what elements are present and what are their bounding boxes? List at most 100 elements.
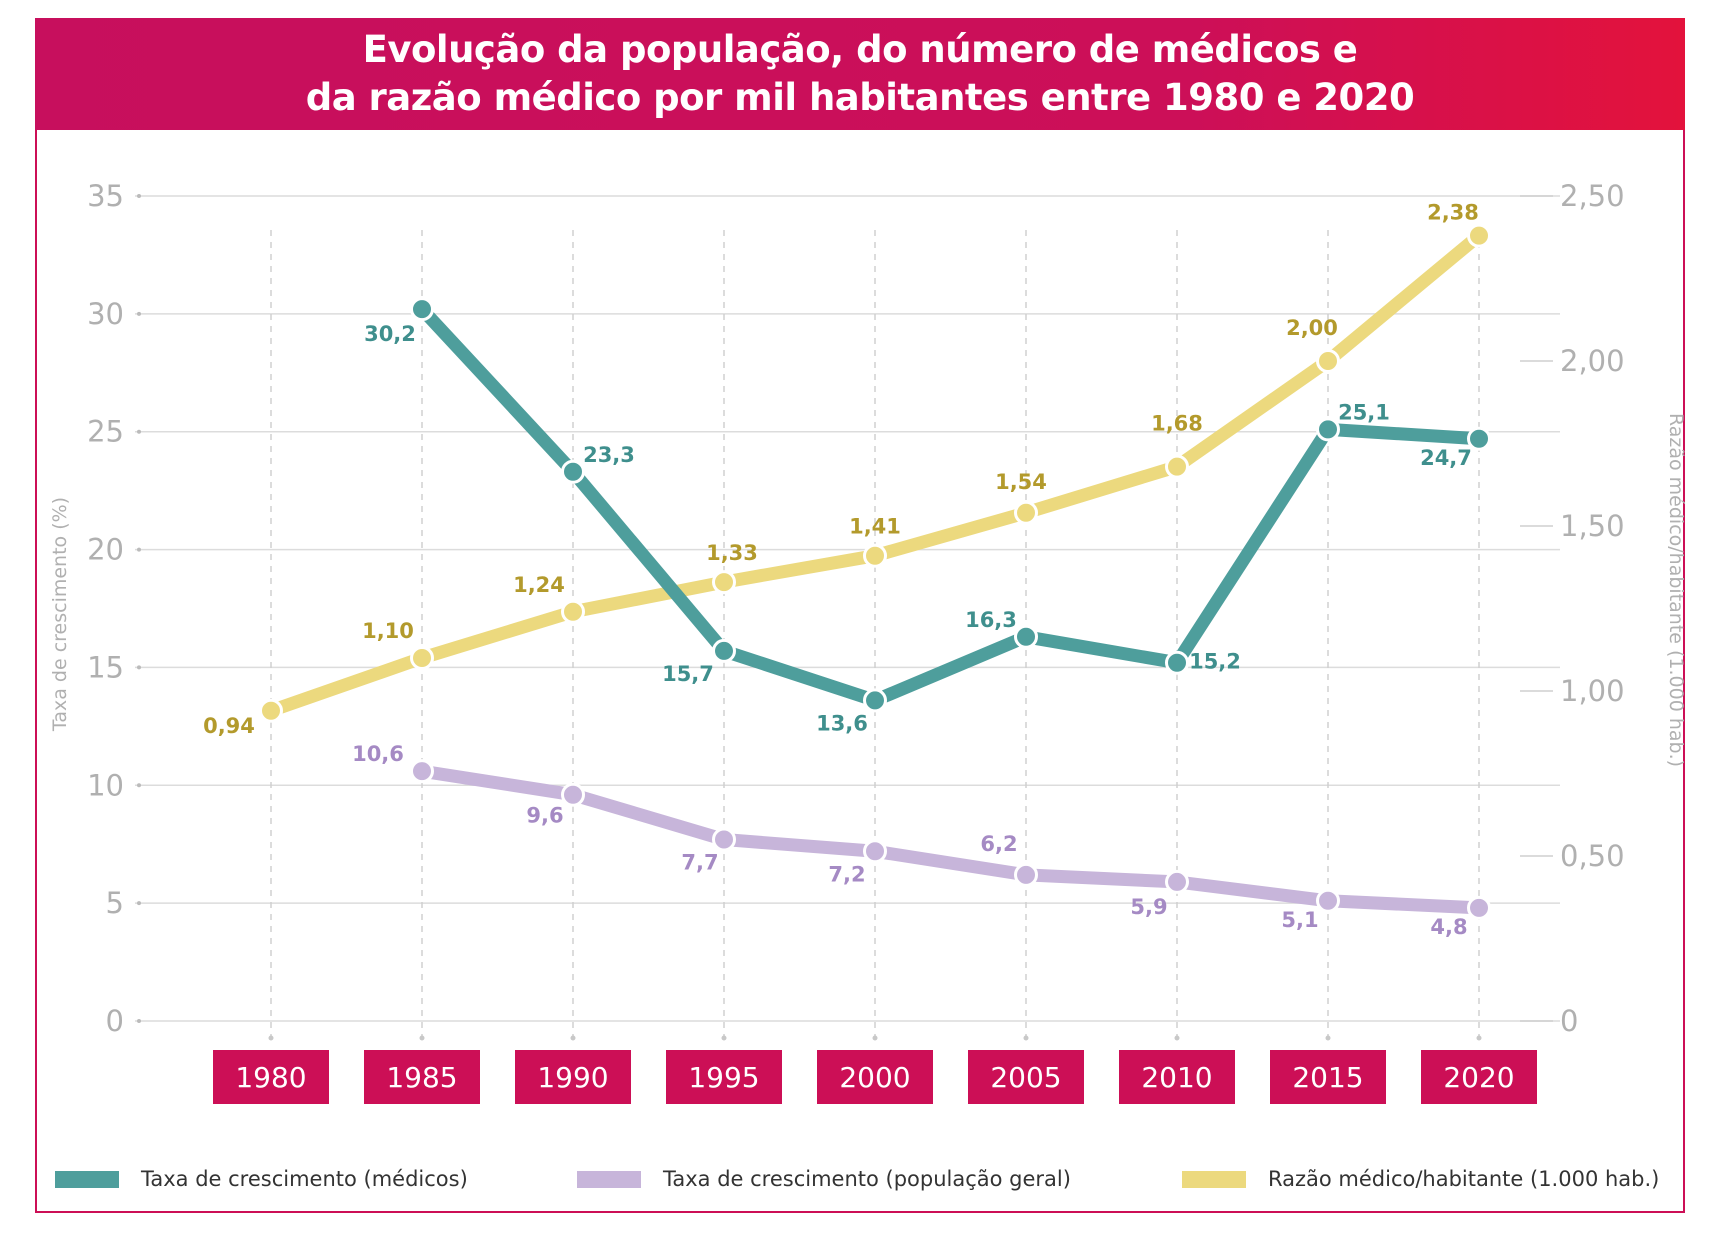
data-point-ratio — [259, 698, 283, 723]
data-label-doctors: 16,3 — [965, 608, 1017, 632]
category-tick-dot — [1325, 1035, 1331, 1041]
category-tick-dot — [1174, 1035, 1180, 1041]
legend-label-population: Taxa de crescimento (população geral) — [663, 1167, 1071, 1191]
data-point-population — [1014, 862, 1038, 887]
data-point-doctors — [410, 297, 434, 322]
legend-swatch-doctors — [55, 1170, 119, 1188]
legend-swatch-ratio — [1182, 1170, 1246, 1188]
category-label-box — [817, 1050, 933, 1104]
left-tick-mark — [137, 311, 141, 316]
left-tick-label: 10 — [87, 768, 124, 802]
category-label-box — [968, 1050, 1084, 1104]
data-label-population: 7,2 — [828, 862, 865, 886]
category-label: 1990 — [537, 1061, 608, 1094]
data-label-doctors: 13,6 — [816, 711, 868, 735]
category-label: 1985 — [386, 1061, 457, 1094]
data-point-ratio — [1165, 454, 1189, 479]
category-label-box — [1270, 1050, 1386, 1104]
data-point-doctors — [1467, 426, 1491, 451]
left-tick-mark — [137, 547, 141, 552]
left-tick-label: 30 — [87, 297, 124, 331]
category-label: 2020 — [1443, 1061, 1514, 1094]
data-point-ratio — [1014, 500, 1038, 525]
left-tick-label: 20 — [87, 533, 124, 567]
data-point-doctors — [1316, 417, 1340, 442]
category-label: 2000 — [839, 1061, 910, 1094]
data-label-ratio: 1,24 — [513, 573, 565, 597]
data-point-doctors — [712, 638, 736, 663]
data-point-population — [1316, 888, 1340, 913]
data-label-ratio: 1,41 — [849, 515, 901, 539]
right-tick-label: 0,50 — [1560, 839, 1625, 873]
data-label-ratio: 1,68 — [1151, 412, 1203, 436]
left-tick-label: 15 — [87, 650, 124, 684]
data-label-population: 9,6 — [526, 804, 563, 828]
data-point-ratio — [1316, 349, 1340, 373]
category-label-box — [666, 1050, 782, 1104]
data-label-doctors: 15,7 — [662, 662, 714, 686]
data-label-population: 6,2 — [980, 832, 1017, 856]
category-label-box — [1421, 1050, 1537, 1104]
data-label-population: 5,9 — [1130, 895, 1167, 919]
data-label-ratio: 1,10 — [362, 619, 414, 643]
data-label-doctors: 30,2 — [364, 322, 416, 346]
data-point-ratio — [561, 599, 585, 624]
chart-title-line-2: da razão médico por mil habitantes entre… — [305, 76, 1415, 119]
data-label-population: 4,8 — [1430, 915, 1467, 939]
data-label-doctors: 24,7 — [1420, 446, 1472, 470]
category-tick-dot — [1023, 1035, 1029, 1041]
category-label: 2010 — [1141, 1061, 1212, 1094]
category-tick-dot — [721, 1035, 727, 1041]
data-point-population — [410, 759, 434, 784]
left-tick-label: 35 — [87, 179, 124, 213]
category-label-box — [1119, 1050, 1235, 1104]
data-point-ratio — [410, 646, 434, 670]
category-label: 2015 — [1292, 1061, 1363, 1094]
data-point-population — [863, 839, 887, 864]
left-axis-title: Taxa de crescimento (%) — [49, 497, 71, 732]
right-axis-title: Razão médico/habitante (1.000 hab.) — [1665, 413, 1687, 767]
data-label-population: 7,7 — [681, 851, 718, 875]
left-tick-mark — [137, 1019, 141, 1023]
series-line-population — [415, 764, 1486, 915]
right-tick-label: 1,50 — [1560, 509, 1625, 543]
data-point-ratio — [1467, 223, 1491, 248]
right-tick-label: 1,00 — [1560, 674, 1625, 708]
left-tick-mark — [137, 194, 141, 198]
category-label: 1995 — [688, 1061, 759, 1094]
category-label-box — [364, 1050, 480, 1104]
left-tick-mark — [137, 665, 141, 670]
data-point-doctors — [1014, 624, 1038, 649]
left-tick-label: 5 — [106, 886, 124, 920]
data-point-doctors — [1165, 650, 1189, 675]
data-label-doctors: 25,1 — [1338, 400, 1390, 424]
category-tick-dot — [570, 1035, 576, 1041]
data-point-population — [712, 827, 736, 852]
data-label-ratio: 1,54 — [995, 470, 1047, 494]
right-tick-label: 2,50 — [1560, 179, 1625, 213]
legend-item-doctors: Taxa de crescimento (médicos) — [55, 1164, 468, 1194]
left-tick-label: 0 — [106, 1004, 124, 1038]
data-point-ratio — [712, 570, 736, 595]
data-point-population — [1165, 869, 1189, 894]
category-tick-dot — [1476, 1035, 1482, 1041]
data-label-doctors: 23,3 — [583, 443, 635, 467]
left-tick-mark — [137, 429, 141, 434]
category-label: 1980 — [235, 1061, 306, 1094]
data-label-doctors: 15,2 — [1189, 650, 1241, 674]
right-tick-label: 0 — [1560, 1004, 1578, 1038]
data-point-population — [1467, 895, 1491, 920]
category-label-box — [213, 1050, 329, 1104]
data-label-ratio: 0,94 — [203, 714, 255, 738]
left-tick-mark — [137, 901, 141, 906]
legend-label-ratio: Razão médico/habitante (1.000 hab.) — [1268, 1167, 1660, 1191]
chart-frame — [35, 18, 1685, 1213]
data-label-ratio: 2,00 — [1286, 316, 1338, 340]
series-line-doctors — [415, 302, 1486, 707]
category-tick-dot — [872, 1035, 878, 1041]
data-point-doctors — [863, 688, 887, 713]
data-point-doctors — [561, 459, 585, 484]
category-label-box — [515, 1050, 631, 1104]
data-point-ratio — [863, 543, 887, 568]
